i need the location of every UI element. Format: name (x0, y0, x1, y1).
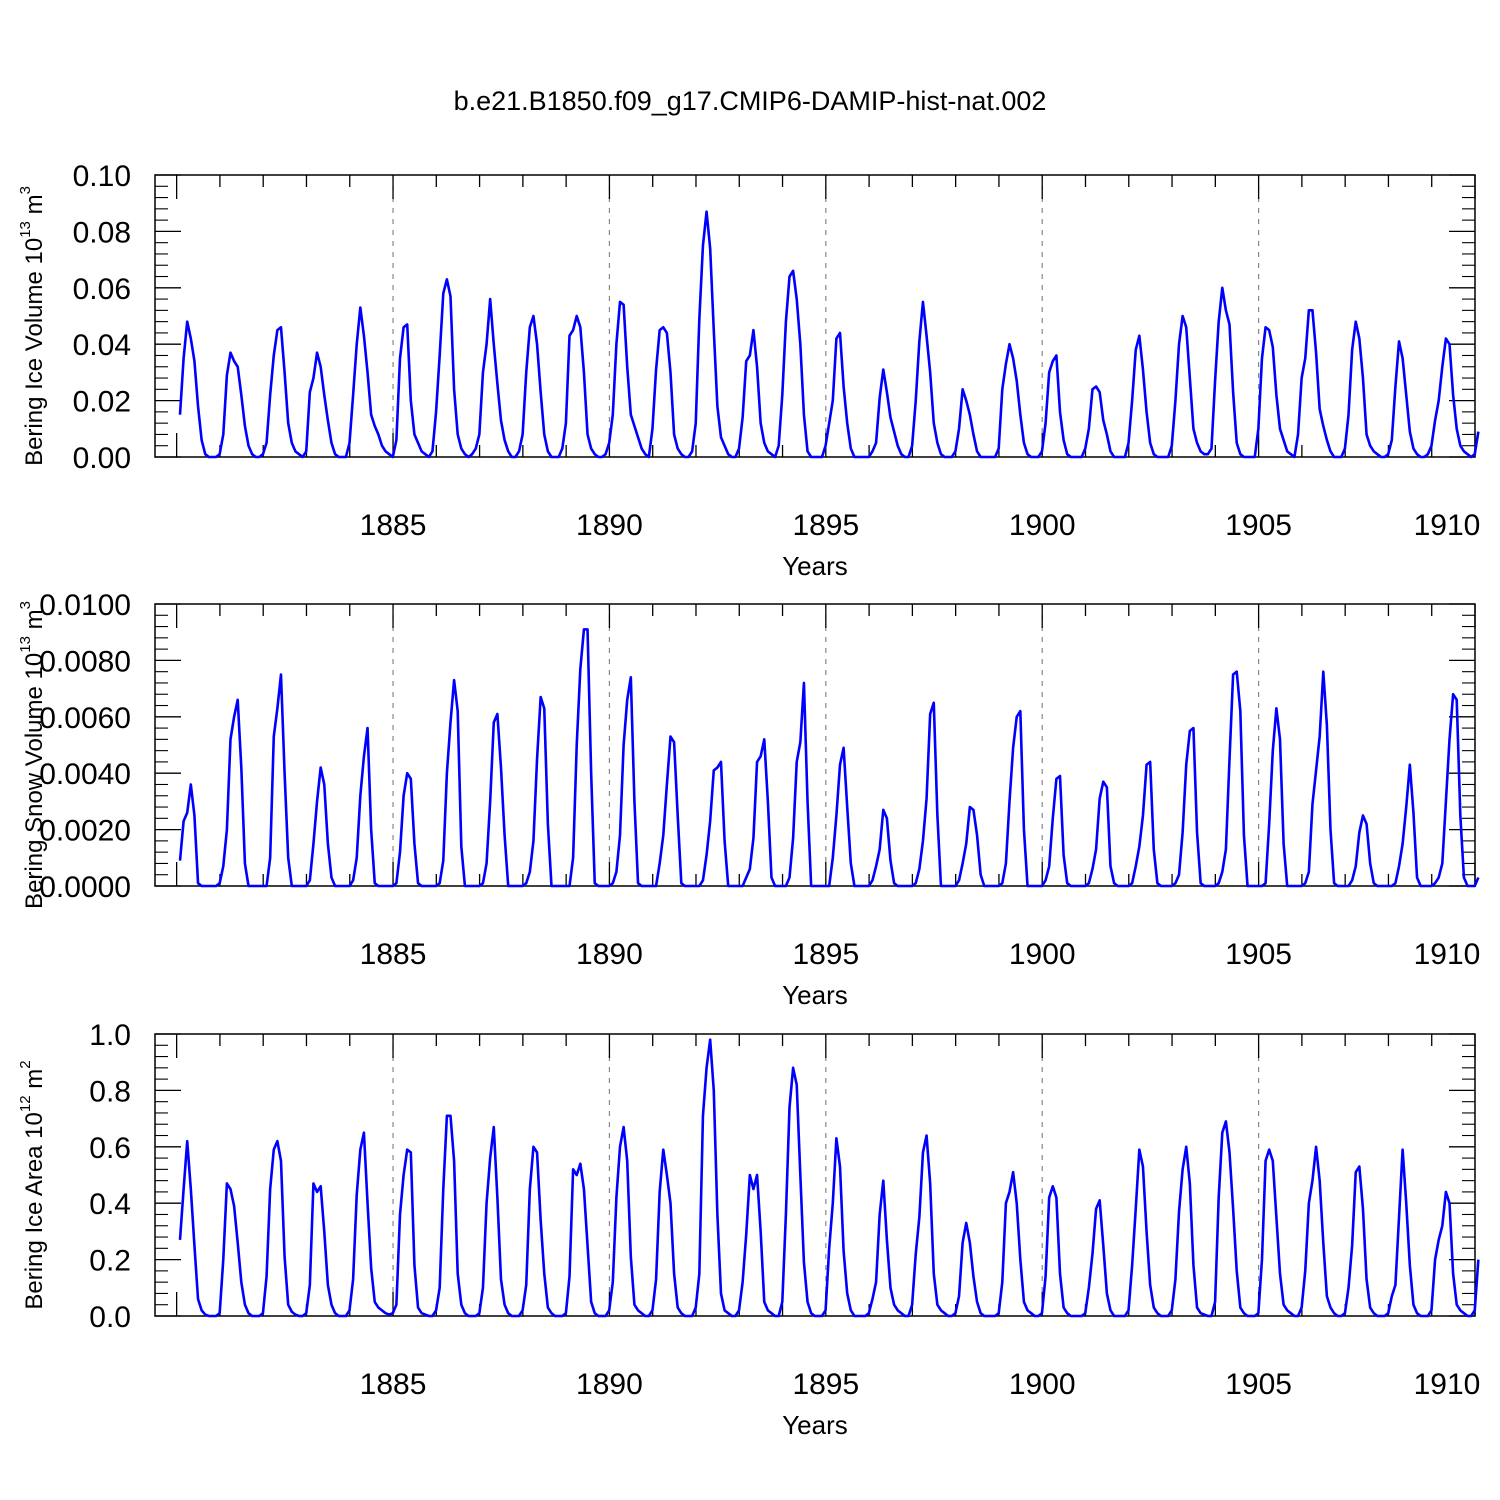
y-tick-label: 0.0 (89, 1301, 131, 1334)
y-tick-label: 1.0 (89, 1019, 131, 1052)
y-tick-label: 0.0100 (39, 589, 131, 622)
x-tick-label: 1910 (1414, 1368, 1481, 1401)
x-tick-label: 1885 (360, 938, 427, 971)
series-line-ice-volume (178, 210, 1480, 459)
x-axis-title: Years (782, 551, 848, 581)
y-tick-label: 0.2 (89, 1245, 131, 1278)
y-axis-title: Bering Ice Volume 1013 m3 (17, 186, 48, 466)
y-tick-label: 0.0000 (39, 871, 131, 904)
y-tick-label: 0.10 (73, 160, 131, 193)
panel-ice-volume: 0.00 0.02 0.04 0.06 0.08 0.10 1885 1890 1895 1900… (17, 160, 1480, 581)
x-tick-label: 1900 (1009, 509, 1076, 542)
x-tick-label: 1905 (1225, 509, 1292, 542)
x-tick-label: 1890 (576, 938, 643, 971)
x-tick-label: 1895 (792, 938, 859, 971)
x-tick-label: 1890 (576, 509, 643, 542)
y-tick-label: 0.0080 (39, 645, 131, 678)
x-tick-label: 1885 (360, 509, 427, 542)
y-axis-title: Bering Ice Area 1012 m2 (17, 1060, 48, 1309)
y-tick-label: 0.0060 (39, 702, 131, 735)
x-axis-title: Years (782, 980, 848, 1010)
panel-ice-area: 0.0 0.2 0.4 0.6 0.8 1.0 1885 1890 1895 1900 1905 19… (17, 1019, 1480, 1440)
panel-snow-volume: 0.0000 0.0020 0.0040 0.0060 0.0080 0.0100 1885… (17, 589, 1480, 1010)
y-tick-label: 0.0040 (39, 758, 131, 791)
series-line-ice-area (178, 1038, 1480, 1318)
series-line-snow-volume (178, 628, 1480, 888)
y-tick-label: 0.04 (73, 329, 131, 362)
y-tick-label: 0.4 (89, 1188, 131, 1221)
y-tick-label: 0.00 (73, 442, 131, 475)
x-tick-label: 1910 (1414, 509, 1481, 542)
x-tick-label: 1895 (792, 1368, 859, 1401)
y-tick-label: 0.06 (73, 273, 131, 306)
y-tick-label: 0.8 (89, 1075, 131, 1108)
x-tick-label: 1895 (792, 509, 859, 542)
chart-title: b.e21.B1850.f09_g17.CMIP6-DAMIP-hist-nat… (454, 86, 1047, 116)
y-tick-label: 0.6 (89, 1132, 131, 1165)
y-tick-label: 0.08 (73, 216, 131, 249)
y-tick-label: 0.0020 (39, 815, 131, 848)
x-tick-label: 1890 (576, 1368, 643, 1401)
x-tick-label: 1905 (1225, 938, 1292, 971)
x-tick-label: 1905 (1225, 1368, 1292, 1401)
x-axis-title: Years (782, 1410, 848, 1440)
plot-frame-snow-volume (154, 603, 1476, 887)
plot-frame-ice-volume (154, 174, 1476, 458)
x-tick-label: 1900 (1009, 938, 1076, 971)
x-tick-label: 1910 (1414, 938, 1481, 971)
x-tick-label: 1900 (1009, 1368, 1076, 1401)
y-axis-title: Bering Snow Volume 1013 m3 (17, 601, 48, 909)
y-tick-label: 0.02 (73, 386, 131, 419)
x-tick-label: 1885 (360, 1368, 427, 1401)
